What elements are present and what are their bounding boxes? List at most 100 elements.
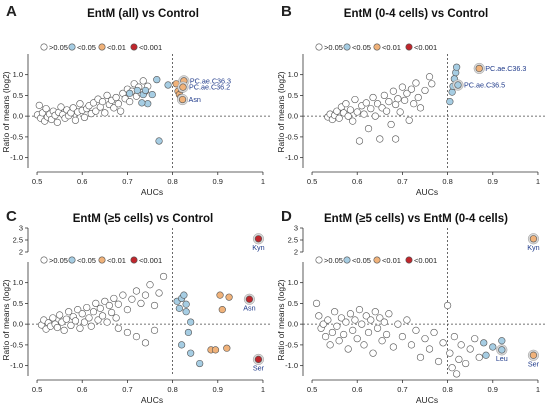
data-point [103,91,111,100]
legend-label: >0.05 [324,256,343,265]
data-point [62,315,71,323]
data-point [216,291,224,299]
data-point [187,349,195,357]
legend-marker [40,43,48,51]
data-point [180,291,188,299]
data-point [67,321,75,329]
data-point [126,89,134,97]
data-point [340,330,348,339]
point-label: Leu [496,354,508,363]
data-point [148,90,156,99]
data-point [254,235,263,243]
data-point [430,328,438,337]
y-tick-label: 1.0 [288,278,298,287]
data-point [112,93,120,102]
point-label: Asn [243,303,255,312]
data-point [448,88,456,96]
data-point [416,104,425,112]
x-tick-label: 1 [536,177,540,186]
data-point [475,353,483,361]
legend-label: >0.05 [49,256,68,265]
data-point [159,272,168,281]
panel-b: B EntM (0-4 cells) vs Control >0.05 <0.05 <0… [276,3,547,197]
point-label: PC.ae.C36.2 [189,83,230,92]
legend: >0.05 <0.05 <0.01 <0.001 [315,256,437,265]
x-axis-title: AUCs [416,187,438,197]
x-axis-title: AUCs [416,395,438,405]
legend-label: <0.01 [107,43,126,52]
upper-y-tick-label: 2.5 [13,236,23,245]
data-point [342,100,350,108]
point-label: PC.ae.C36.3 [485,64,526,73]
y-tick-label: -0.5 [10,340,23,349]
data-point [150,326,159,334]
data-point [182,308,190,316]
data-point [53,118,61,126]
data-point [105,301,113,310]
data-point [367,316,375,324]
data-point [342,318,350,326]
x-axis-title: AUCs [141,395,163,405]
legend-marker [40,256,48,264]
data-point [83,303,91,312]
data-point [335,114,343,122]
data-point [358,320,366,328]
data-point [132,332,141,341]
data-point [455,355,463,364]
data-point [87,322,95,330]
x-tick-label: 0.5 [307,385,317,394]
panel-letter: C [6,208,17,225]
x-tick-label: 0.6 [77,177,87,186]
legend-label: <0.01 [382,256,401,265]
legend-label: <0.001 [414,43,437,52]
data-point [69,104,77,112]
data-point [337,314,346,322]
legend-marker [315,43,323,51]
data-point [98,98,107,106]
data-point [114,324,122,332]
data-point [94,316,102,324]
data-point [482,351,490,359]
data-point [218,306,226,314]
y-tick-label: 1.0 [288,70,298,79]
data-point [101,109,109,117]
data-point [137,299,145,308]
data-point [117,107,125,115]
data-point [414,93,422,102]
data-point [416,353,425,361]
y-tick-label: -0.5 [10,132,23,141]
data-point [153,76,161,84]
data-point [155,137,163,145]
data-point [398,83,407,91]
data-point [355,137,364,145]
data-point [353,335,361,343]
data-points: Leu Ser Kyn [312,233,540,378]
legend-label: <0.001 [414,256,437,265]
data-point [223,344,231,352]
x-tick-label: 0.7 [397,177,407,186]
point-label: Kyn [252,243,264,252]
y-tick-label: 1.0 [13,278,23,287]
data-point [76,324,84,332]
data-point [65,308,73,316]
data-point [35,101,43,109]
data-point [385,98,393,106]
data-point [398,332,407,341]
y-tick-label: 0.0 [13,320,23,329]
data-point [331,308,339,316]
point-label: Asn [189,95,201,104]
x-tick-label: 0.8 [442,177,452,186]
data-point [401,96,409,104]
x-tick-label: 1 [536,385,540,394]
data-point [178,341,186,349]
data-point [126,98,134,106]
data-point [529,351,538,359]
data-point [380,91,388,100]
panel-title: EntM (0-4 cells) vs Control [344,8,488,20]
panel-title: EntM (≥5 cells) vs EntM (0-4 cells) [324,213,508,225]
panel-letter: D [281,208,292,225]
upper-y-tick-label: 2.5 [288,236,298,245]
x-tick-label: 0.9 [488,385,498,394]
x-tick-label: 0.5 [307,177,317,186]
data-point [141,86,150,95]
